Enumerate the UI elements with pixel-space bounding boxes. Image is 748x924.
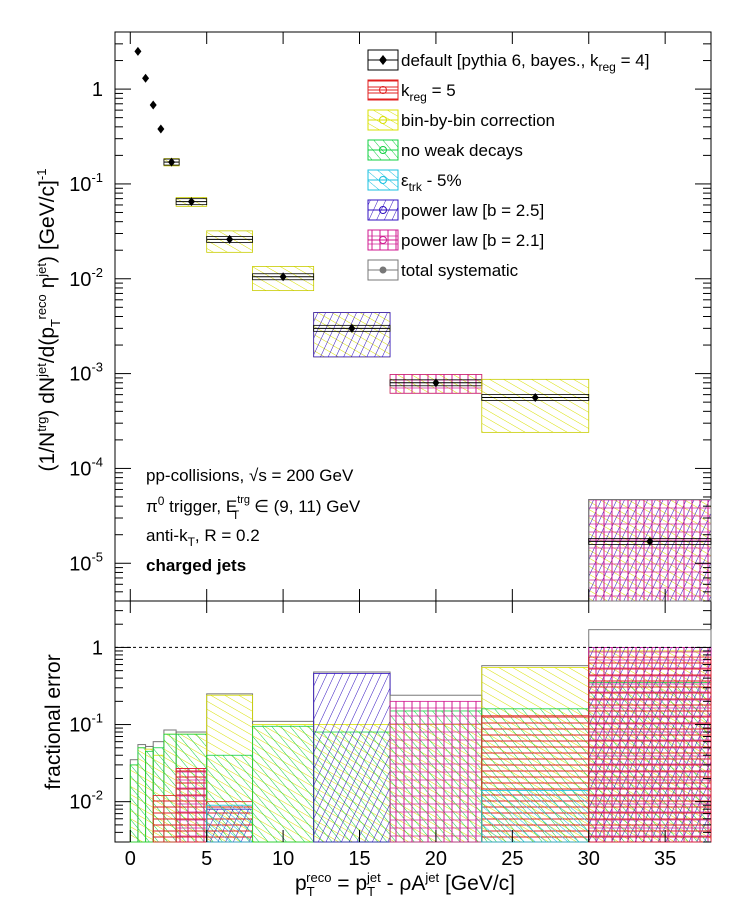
annotation-jet-type: charged jets bbox=[146, 556, 246, 575]
x-axis-title: pTreco = pTjet - ρAjet [GeV/c] bbox=[295, 870, 515, 899]
data-point bbox=[142, 73, 150, 83]
data-point bbox=[432, 378, 440, 388]
legend-label-bin_by_bin: bin-by-bin correction bbox=[401, 111, 555, 130]
data-point bbox=[279, 272, 287, 282]
legend: default [pythia 6, bayes., kreg = 4] kreg… bbox=[367, 49, 649, 281]
error-bar-kreg5 bbox=[588, 656, 712, 843]
legend-marker-bin_by_bin bbox=[379, 116, 387, 124]
legend-marker-kreg5 bbox=[379, 86, 387, 94]
legend-marker-total bbox=[379, 266, 387, 274]
data-point bbox=[187, 197, 195, 207]
y-tick-label-top: 10-3 bbox=[69, 360, 103, 386]
y-tick-label-bottom: 10-1 bbox=[69, 711, 103, 737]
error-bar-no_weak bbox=[252, 725, 315, 843]
legend-label-power21: power law [b = 2.1] bbox=[401, 231, 544, 250]
data-point bbox=[149, 100, 157, 110]
x-tick-label: 35 bbox=[654, 848, 676, 870]
data-point bbox=[157, 124, 165, 134]
legend-label-total: total systematic bbox=[401, 261, 519, 280]
top-plot-area bbox=[134, 46, 712, 602]
legend-label-default: default [pythia 6, bayes., kreg = 4] bbox=[401, 51, 649, 74]
annotation-collisions: pp-collisions, √s = 200 GeV bbox=[146, 466, 354, 485]
annotation-algorithm: anti-kT, R = 0.2 bbox=[146, 526, 260, 549]
error-bar-power25 bbox=[313, 673, 391, 843]
error-bar-kreg5 bbox=[152, 795, 165, 843]
legend-label-no_weak: no weak decays bbox=[401, 141, 523, 160]
data-point bbox=[531, 392, 539, 402]
error-bar-power21 bbox=[389, 700, 483, 843]
y-axis-title-bottom: fractional error bbox=[42, 654, 65, 789]
axes: 0 5 10 15 20 25 30 35 10-5 10-4 10-3 10-2 10-1 1 10-2 1… bbox=[69, 31, 711, 870]
bottom-plot-area bbox=[115, 629, 712, 843]
y-axis-title-top: (1/Ntrg) dNjet/d(pTreco ηjet) [GeV/c]-1 bbox=[34, 169, 63, 472]
error-bar-no_weak bbox=[145, 750, 154, 843]
x-tick-label: 20 bbox=[425, 848, 447, 870]
x-tick-label: 30 bbox=[578, 848, 600, 870]
y-tick-label-top: 10-2 bbox=[69, 265, 103, 291]
x-tick-label: 10 bbox=[272, 848, 294, 870]
error-bar-no_weak bbox=[137, 747, 146, 843]
sys-box bbox=[481, 378, 590, 433]
sys-box-power-law bbox=[313, 312, 391, 358]
error-bar-kreg5 bbox=[175, 768, 208, 843]
error-bar-trk bbox=[206, 804, 253, 843]
x-tick-label: 15 bbox=[348, 848, 370, 870]
legend-label-trk: εtrk - 5% bbox=[401, 171, 462, 194]
x-tick-label: 25 bbox=[501, 848, 523, 870]
y-tick-label-top: 1 bbox=[92, 79, 103, 101]
x-tick-label: 5 bbox=[201, 848, 212, 870]
sys-box-total bbox=[588, 499, 712, 602]
data-point bbox=[168, 157, 176, 167]
y-tick-label-top: 10-1 bbox=[69, 170, 103, 196]
annotation-block: pp-collisions, √s = 200 GeV π0 trigger, … bbox=[146, 466, 361, 575]
error-bar-kreg5 bbox=[163, 795, 177, 843]
y-tick-label-top: 10-4 bbox=[69, 454, 103, 480]
sys-box-power-law bbox=[588, 499, 711, 601]
legend-label-kreg5: kreg = 5 bbox=[401, 81, 456, 104]
x-tick-label: 0 bbox=[125, 848, 136, 870]
annotation-trigger: π0 trigger, Etrg T ∈ (9, 11) GeV bbox=[146, 494, 361, 522]
legend-marker-no_weak bbox=[379, 146, 387, 154]
y-tick-label-bottom: 10-2 bbox=[69, 788, 103, 814]
y-tick-label-top: 10-5 bbox=[69, 549, 103, 575]
error-bar-trk bbox=[481, 790, 590, 843]
legend-marker-power25 bbox=[379, 206, 387, 214]
legend-marker-trk bbox=[379, 176, 387, 184]
data-point bbox=[348, 323, 356, 333]
data-point bbox=[226, 234, 234, 244]
legend-label-power25: power law [b = 2.5] bbox=[401, 201, 544, 220]
legend-marker-power21 bbox=[379, 236, 387, 244]
data-point bbox=[134, 46, 142, 56]
legend-marker-default bbox=[379, 55, 387, 65]
data-point bbox=[646, 536, 654, 546]
error-bar-no_weak bbox=[129, 764, 139, 843]
y-tick-label-bottom: 1 bbox=[92, 637, 103, 659]
